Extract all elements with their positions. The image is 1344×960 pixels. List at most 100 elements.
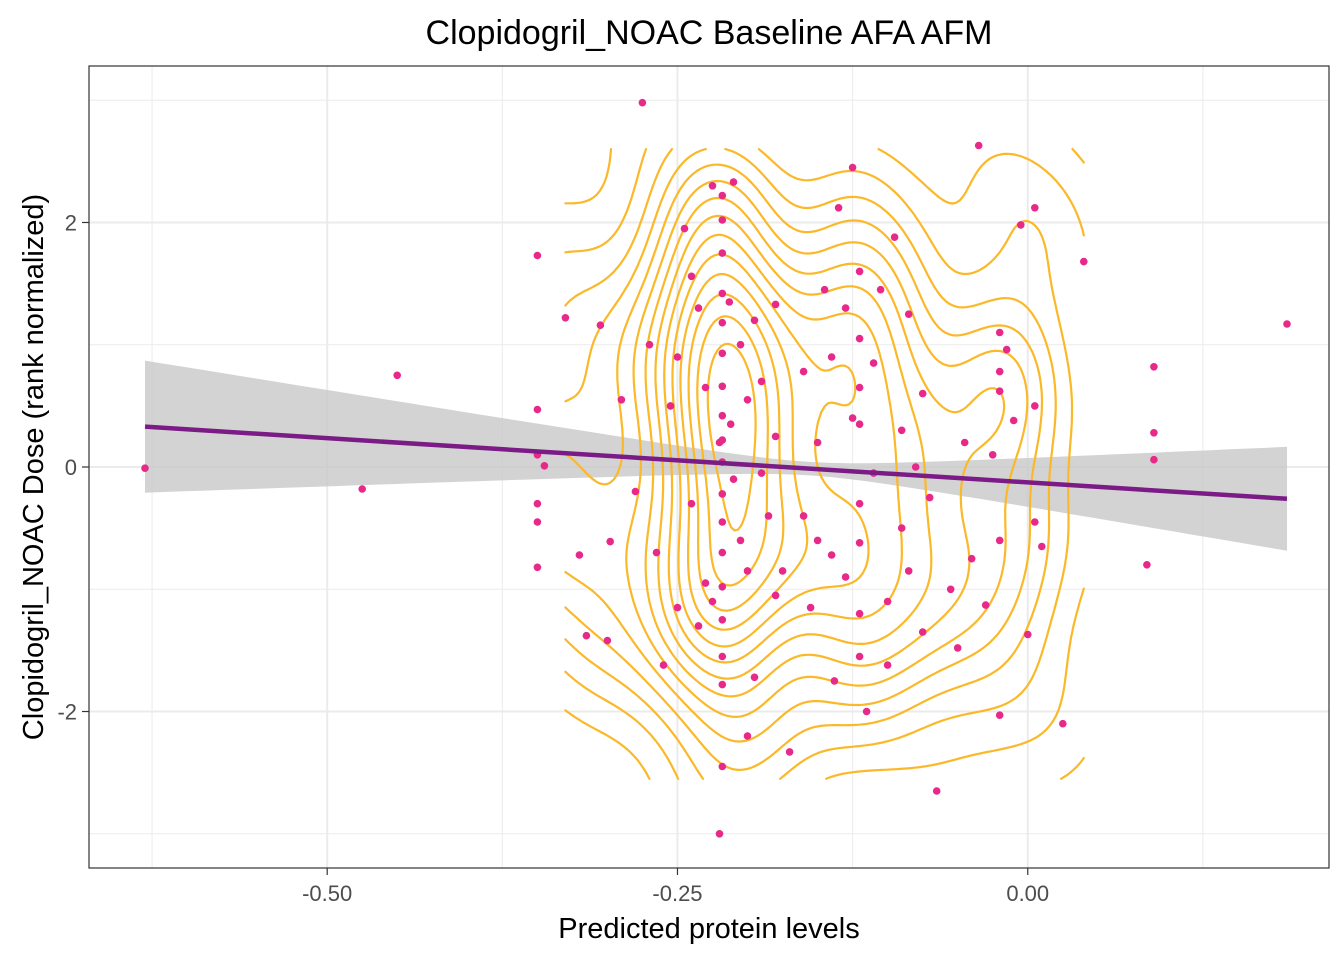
data-point	[638, 98, 647, 107]
data-point	[718, 490, 727, 498]
data-point	[533, 499, 542, 508]
data-point	[876, 285, 885, 294]
data-point	[820, 285, 829, 294]
data-point	[918, 389, 927, 398]
data-point	[855, 652, 864, 661]
data-point	[799, 367, 808, 376]
data-point	[841, 573, 850, 581]
data-point	[533, 251, 542, 260]
data-point	[736, 340, 745, 349]
data-point	[718, 191, 727, 200]
data-point	[1031, 402, 1039, 410]
data-point	[533, 518, 542, 526]
density-contour-level	[687, 293, 785, 612]
data-point	[988, 451, 997, 459]
data-point	[718, 249, 727, 257]
data-point	[750, 316, 759, 325]
data-point	[757, 377, 766, 386]
data-point	[729, 475, 738, 484]
x-tick-label: -0.50	[302, 881, 352, 906]
data-point	[1031, 518, 1039, 526]
data-point	[718, 349, 727, 358]
data-point	[393, 371, 402, 380]
data-point	[533, 405, 542, 414]
data-point	[799, 512, 808, 520]
data-point	[715, 830, 724, 838]
data-point	[827, 353, 836, 361]
density-contour-level	[679, 272, 809, 631]
data-point	[718, 680, 727, 689]
data-point	[981, 601, 990, 609]
regression-line-group	[144, 424, 1288, 502]
confidence-band	[145, 360, 1287, 551]
data-point	[946, 585, 955, 594]
data-point	[673, 353, 682, 361]
data-point	[1031, 204, 1039, 212]
data-point	[855, 609, 864, 618]
data-point	[1009, 416, 1018, 425]
data-point	[960, 438, 969, 447]
data-point	[617, 396, 626, 404]
data-point	[645, 340, 654, 349]
data-point	[582, 631, 591, 640]
data-point	[1283, 320, 1291, 328]
data-point	[358, 485, 367, 493]
data-point	[533, 563, 542, 572]
data-point	[652, 548, 661, 557]
data-point	[967, 554, 976, 563]
data-point	[869, 359, 878, 367]
data-point	[725, 298, 734, 306]
data-point	[827, 551, 836, 559]
data-point	[718, 289, 727, 298]
x-tick-label: -0.25	[652, 881, 702, 906]
data-point	[995, 711, 1004, 719]
regression-line	[144, 424, 1288, 502]
data-point	[701, 383, 710, 392]
confidence-band-area	[145, 360, 1287, 551]
data-point	[785, 748, 794, 756]
data-point	[995, 367, 1004, 376]
density-contour-level	[564, 148, 1085, 780]
data-point	[666, 402, 675, 410]
density-contour-level	[625, 179, 1029, 718]
data-point	[764, 512, 773, 520]
data-point	[771, 432, 780, 441]
data-point	[673, 603, 682, 612]
data-point	[918, 628, 927, 636]
data-point	[141, 464, 149, 473]
data-point	[848, 163, 857, 172]
data-point	[659, 661, 668, 669]
data-point	[904, 567, 913, 575]
data-point	[855, 420, 864, 429]
data-point	[995, 387, 1004, 396]
data-point	[540, 462, 549, 470]
data-point	[757, 469, 766, 477]
data-point	[925, 493, 934, 502]
data-point	[855, 334, 864, 343]
data-point	[736, 536, 745, 545]
x-axis-title: Predicted protein levels	[558, 913, 859, 945]
data-point	[855, 539, 864, 547]
scatter-points	[141, 98, 1291, 838]
x-tick-label: 0.00	[1006, 881, 1049, 906]
data-point	[596, 321, 605, 330]
data-point	[708, 597, 717, 606]
data-point	[743, 567, 752, 575]
data-point	[1150, 455, 1158, 464]
density-contour-level	[663, 233, 903, 664]
data-point	[1038, 542, 1046, 551]
data-point	[729, 178, 738, 186]
data-point	[806, 603, 815, 612]
density-contour-level	[564, 148, 1057, 771]
y-tick-label: 0	[65, 455, 77, 480]
data-point	[718, 216, 727, 224]
y-tick-label: 2	[65, 210, 77, 235]
density-contour-level	[706, 342, 757, 532]
data-point	[1080, 257, 1088, 266]
data-point	[694, 622, 703, 630]
data-point	[1143, 561, 1151, 569]
data-point	[813, 536, 822, 545]
data-point	[1150, 363, 1158, 371]
data-point	[575, 551, 584, 559]
data-point	[718, 436, 727, 444]
